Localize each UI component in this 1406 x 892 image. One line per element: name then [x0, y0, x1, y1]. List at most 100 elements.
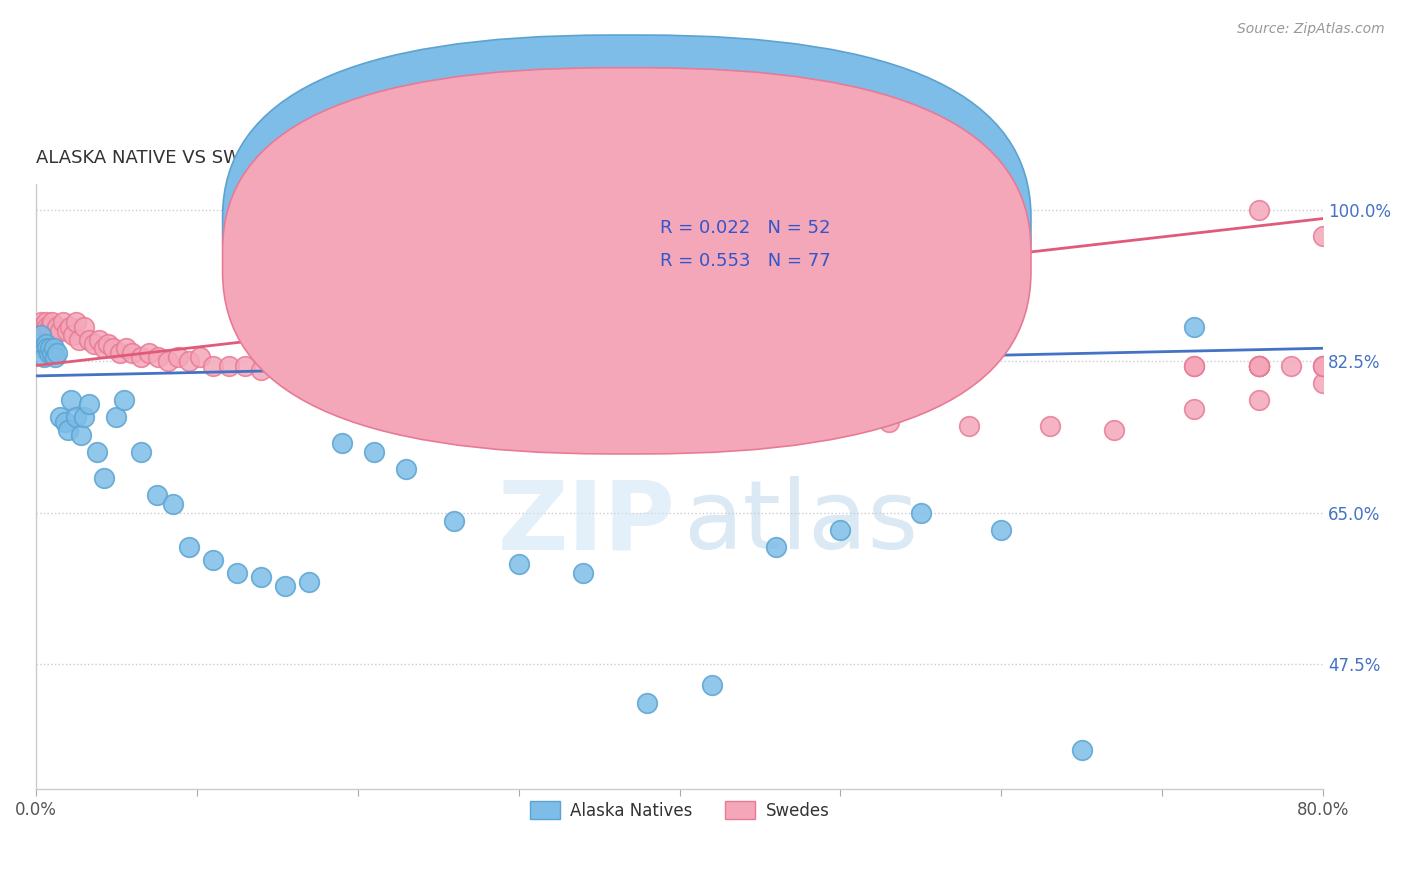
Point	[55, 324, 77, 338]
Point	[523, 376, 546, 390]
Point	[105, 410, 128, 425]
Point	[1247, 359, 1270, 373]
Point	[67, 333, 90, 347]
Point	[28, 333, 51, 347]
Point	[1247, 359, 1270, 373]
Point	[44, 350, 66, 364]
Point	[83, 337, 105, 351]
Point	[427, 367, 450, 381]
Point	[138, 345, 160, 359]
Point	[226, 566, 249, 580]
FancyBboxPatch shape	[222, 68, 1031, 454]
Text: Source: ZipAtlas.com: Source: ZipAtlas.com	[1237, 22, 1385, 37]
Point	[910, 506, 932, 520]
Point	[121, 345, 143, 359]
Point	[1312, 359, 1334, 373]
Text: R = 0.022   N = 52: R = 0.022 N = 52	[661, 219, 831, 237]
Point	[250, 363, 273, 377]
Point	[250, 570, 273, 584]
Point	[162, 497, 184, 511]
Point	[70, 427, 93, 442]
Point	[34, 337, 56, 351]
Point	[45, 345, 67, 359]
Point	[59, 319, 82, 334]
Point	[460, 384, 482, 399]
Point	[1070, 743, 1092, 757]
Point	[49, 410, 72, 425]
Point	[39, 319, 62, 334]
Point	[30, 328, 52, 343]
Legend: Alaska Natives, Swedes: Alaska Natives, Swedes	[523, 795, 837, 826]
Point	[1184, 401, 1206, 416]
Text: atlas: atlas	[683, 476, 918, 569]
Point	[307, 359, 329, 373]
Point	[115, 341, 138, 355]
Point	[166, 350, 188, 364]
Point	[990, 523, 1012, 537]
Point	[1247, 359, 1270, 373]
Point	[298, 574, 321, 589]
Point	[93, 471, 115, 485]
Point	[328, 354, 350, 368]
Point	[700, 393, 723, 408]
Point	[1102, 423, 1125, 437]
Point	[1312, 359, 1334, 373]
Point	[108, 345, 131, 359]
Point	[285, 341, 308, 355]
Point	[145, 488, 167, 502]
Point	[1279, 359, 1302, 373]
Point	[39, 341, 62, 355]
Point	[37, 341, 59, 355]
Point	[32, 324, 55, 338]
Point	[201, 553, 224, 567]
Point	[636, 696, 658, 710]
Point	[1247, 359, 1270, 373]
Point	[1312, 376, 1334, 390]
Point	[652, 397, 675, 411]
Point	[233, 359, 256, 373]
Point	[34, 315, 56, 329]
Point	[605, 393, 627, 408]
Point	[218, 359, 240, 373]
Point	[31, 341, 53, 355]
FancyBboxPatch shape	[583, 205, 859, 287]
Point	[30, 315, 52, 329]
Point	[101, 341, 124, 355]
Point	[38, 345, 60, 359]
Text: ALASKA NATIVE VS SWEDISH IN LABOR FORCE | AGE 25-29 CORRELATION CHART: ALASKA NATIVE VS SWEDISH IN LABOR FORCE …	[37, 149, 766, 167]
Point	[49, 324, 72, 338]
Point	[45, 319, 67, 334]
Point	[443, 514, 465, 528]
Point	[129, 350, 152, 364]
Point	[53, 415, 76, 429]
Point	[395, 376, 418, 390]
Point	[42, 341, 65, 355]
Point	[877, 415, 900, 429]
Point	[1184, 359, 1206, 373]
Point	[177, 354, 200, 368]
Point	[31, 319, 53, 334]
Point	[41, 315, 63, 329]
Text: ZIP: ZIP	[498, 476, 676, 569]
Point	[1247, 359, 1270, 373]
Point	[156, 354, 179, 368]
Point	[32, 350, 55, 364]
Point	[700, 678, 723, 692]
Point	[813, 401, 835, 416]
Point	[1312, 228, 1334, 243]
Point	[491, 376, 513, 390]
Point	[564, 384, 586, 399]
Point	[572, 566, 595, 580]
Point	[1184, 359, 1206, 373]
Point	[73, 410, 96, 425]
Point	[363, 445, 385, 459]
Point	[65, 315, 87, 329]
Point	[129, 445, 152, 459]
Point	[201, 359, 224, 373]
Point	[114, 393, 136, 408]
Point	[87, 333, 110, 347]
Point	[330, 436, 353, 450]
FancyBboxPatch shape	[222, 35, 1031, 421]
Point	[77, 397, 100, 411]
Point	[56, 423, 79, 437]
